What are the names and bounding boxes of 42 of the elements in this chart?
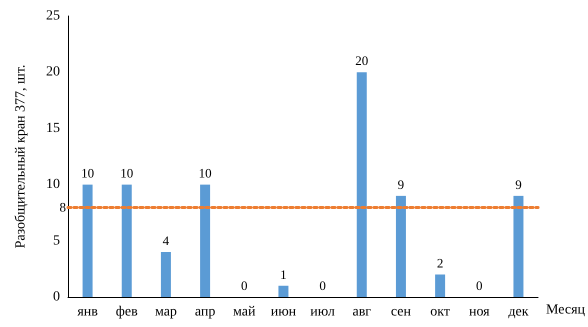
x-tick-label: сен — [390, 304, 412, 320]
x-tick-label: мар — [154, 304, 177, 320]
x-tick-label: дек — [508, 304, 529, 320]
y-tick-label: 10 — [46, 177, 60, 192]
y-tick-label: 5 — [53, 233, 60, 248]
bar — [200, 184, 210, 297]
bar — [435, 274, 446, 297]
data-label: 10 — [198, 166, 212, 181]
data-label: 2 — [436, 256, 444, 271]
bar — [122, 184, 132, 297]
y-axis-title: Разобщительный кран 377, шт. — [14, 64, 28, 248]
x-tick-label: ноя — [468, 304, 490, 320]
data-label: 20 — [355, 53, 368, 68]
bar — [160, 252, 171, 297]
x-tick-label: окт — [430, 304, 450, 320]
data-label: 1 — [280, 266, 287, 282]
x-tick-label: май — [233, 304, 256, 320]
x-tick-label: янв — [77, 304, 98, 320]
ref-line-label: 8 — [60, 200, 66, 215]
y-tick-label: 25 — [46, 8, 60, 24]
data-label: 9 — [398, 176, 404, 192]
x-tick-label: июн — [270, 304, 297, 320]
x-tick-label: фев — [116, 304, 138, 320]
y-tick-label: 15 — [46, 120, 60, 136]
data-label: 4 — [162, 233, 170, 248]
data-label: 0 — [476, 278, 483, 293]
bar — [278, 286, 288, 297]
bar — [513, 196, 524, 297]
bar — [396, 196, 406, 297]
data-label: 0 — [319, 278, 326, 293]
bar — [356, 72, 367, 297]
bar — [82, 184, 93, 297]
data-label: 9 — [515, 176, 522, 192]
data-label: 10 — [81, 166, 94, 181]
y-tick-label: 0 — [53, 290, 60, 304]
x-tick-label: июл — [310, 304, 335, 320]
x-tick-label: апр — [194, 304, 216, 320]
x-axis-title: Месяц — [546, 302, 586, 318]
y-tick-label: 20 — [46, 64, 60, 80]
x-tick-label: авг — [352, 304, 372, 320]
data-label: 10 — [120, 166, 134, 181]
data-label: 0 — [241, 278, 248, 293]
